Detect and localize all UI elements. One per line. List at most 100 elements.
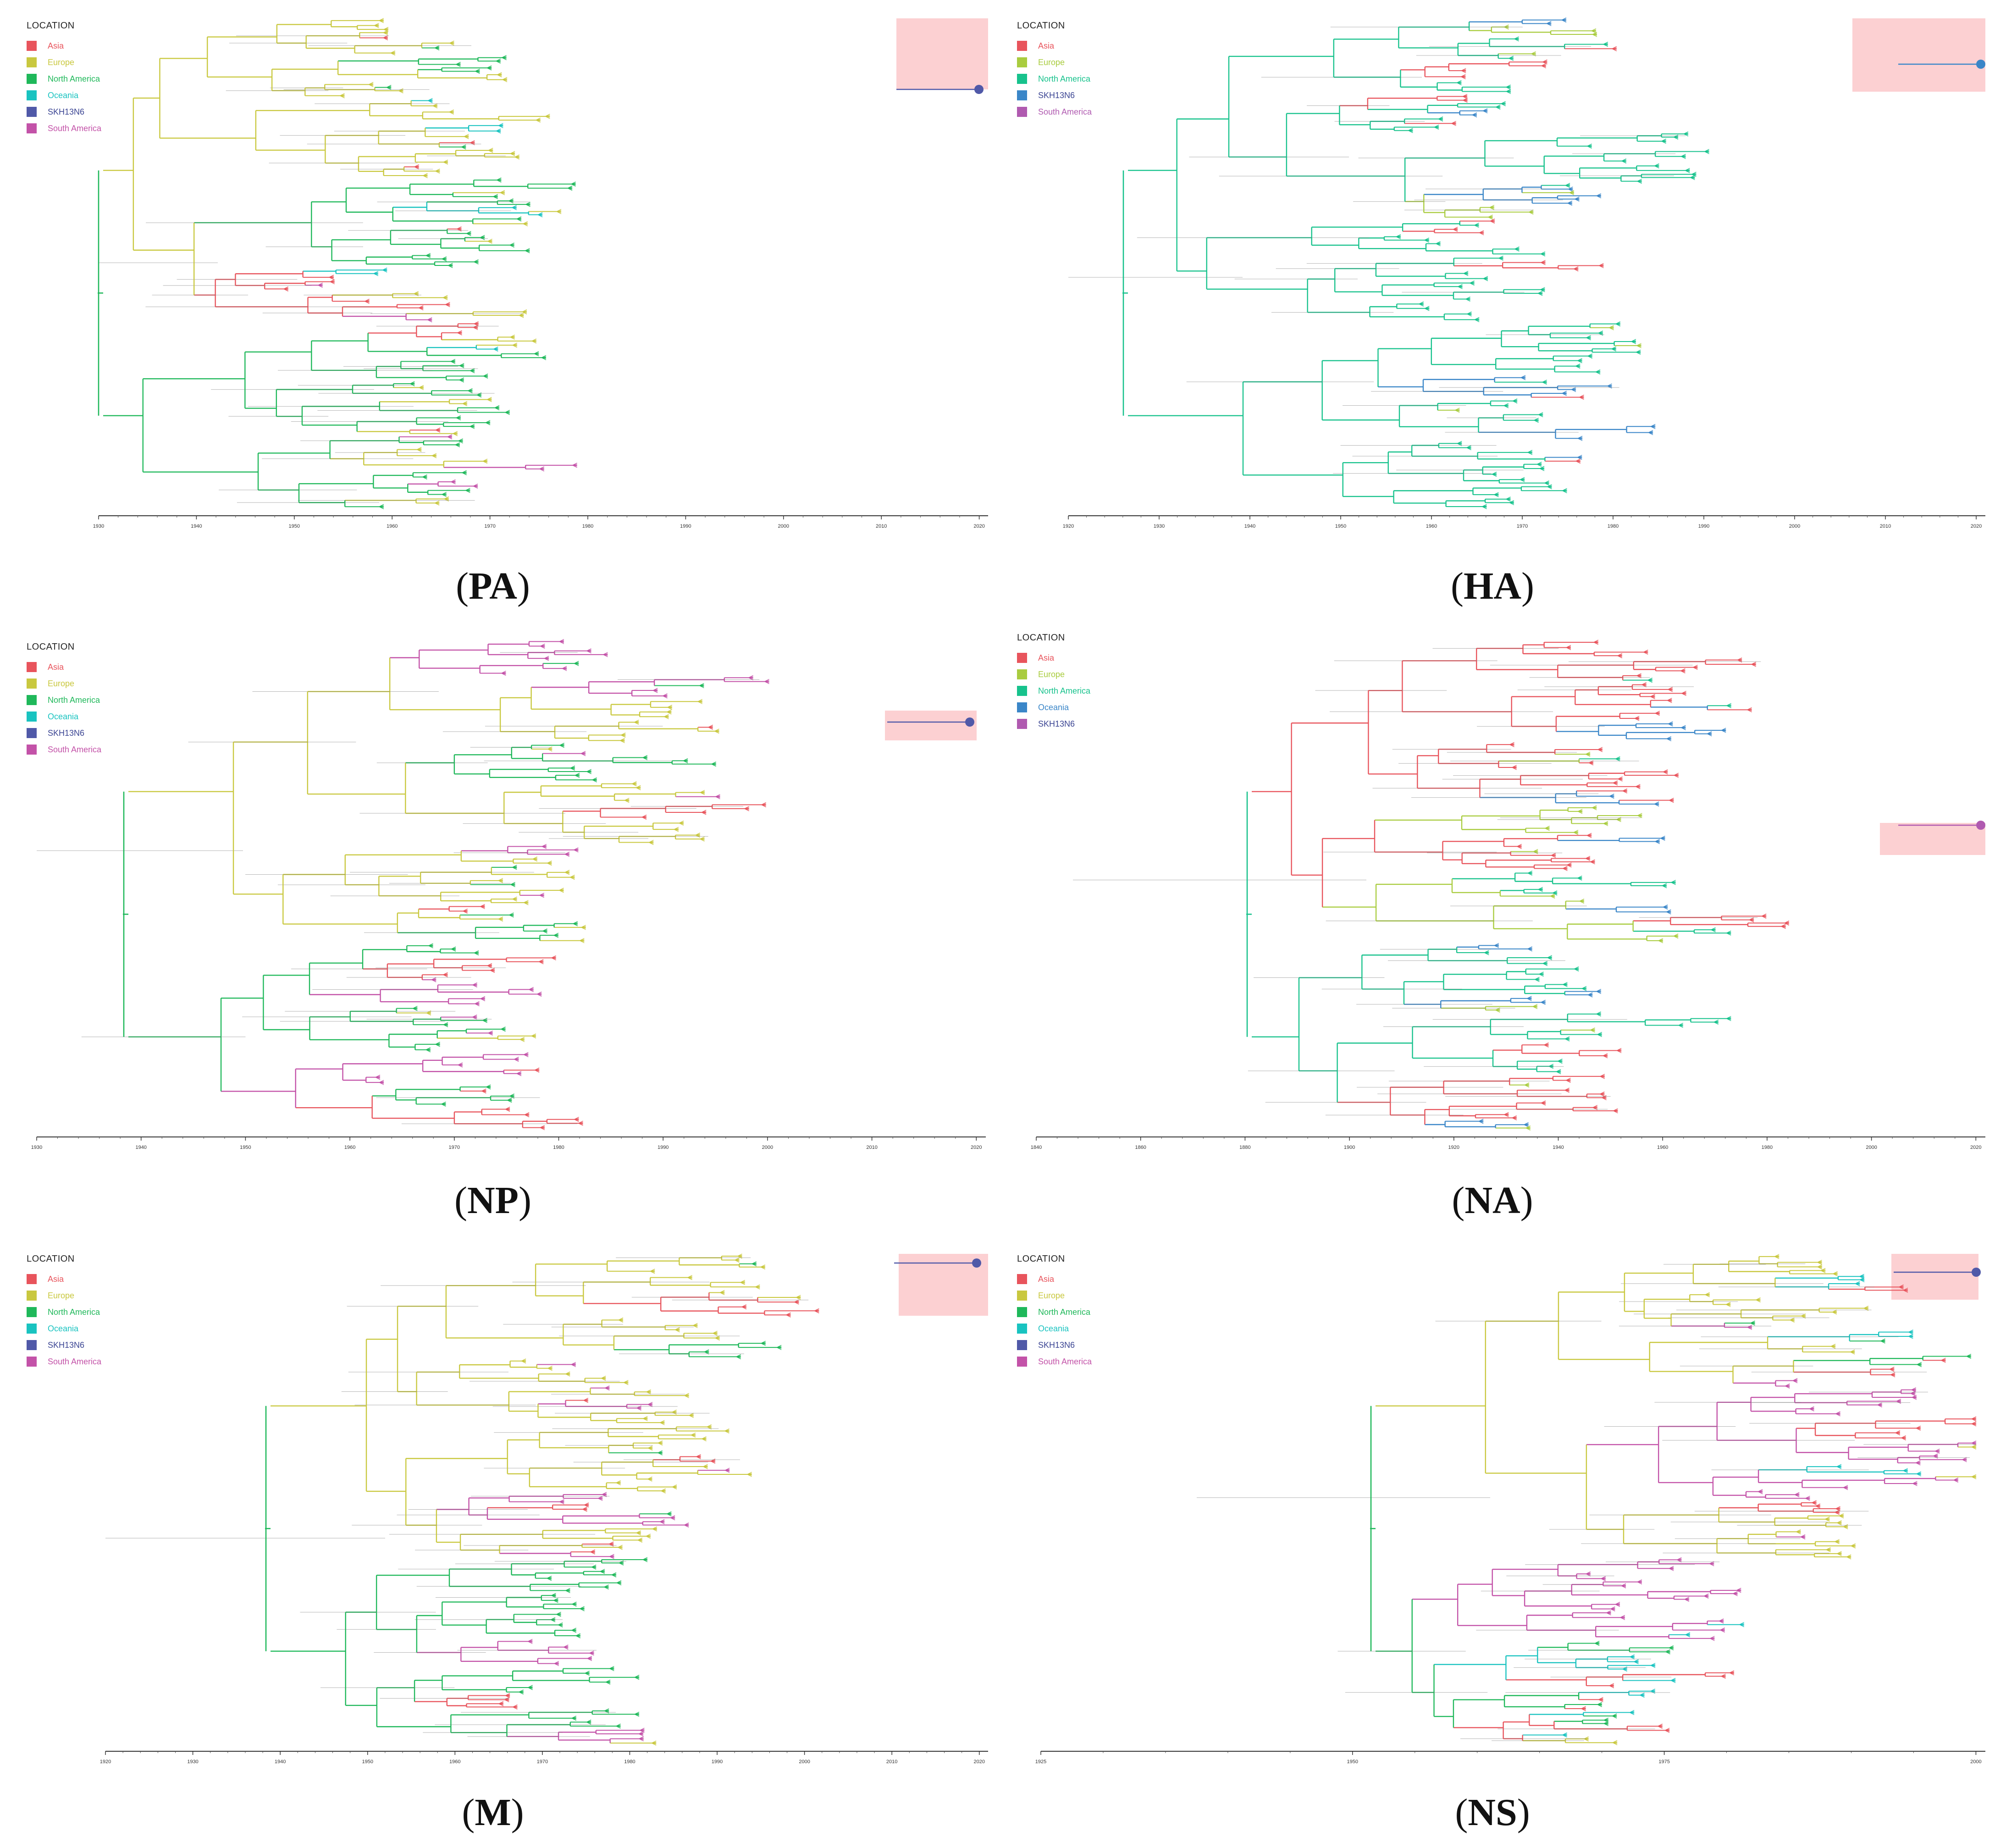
tree-branch: [574, 1119, 579, 1122]
tree-branch: [1598, 333, 1603, 336]
legend-label: Europe: [48, 57, 75, 67]
tree-branch: [647, 1448, 653, 1451]
legend-label: Europe: [1038, 669, 1065, 679]
tree-branch: [444, 498, 449, 502]
tree-branch: [512, 207, 517, 210]
tree-branch: [1558, 1061, 1563, 1064]
tree-branch: [451, 481, 456, 485]
tree-branch: [1637, 815, 1642, 818]
tree-branch: [487, 241, 492, 244]
axis-tick-label: 1980: [582, 524, 593, 529]
legend-label: South America: [1038, 107, 1092, 116]
tree-branch: [379, 506, 384, 509]
tree-branch: [589, 1653, 594, 1656]
tree-branch: [1472, 115, 1477, 118]
tree-branch: [571, 183, 576, 187]
legend-item: Asia: [27, 659, 101, 675]
tree-branch: [691, 1434, 696, 1438]
tree-branch: [538, 961, 544, 965]
axis-tick-label: 1920: [100, 1759, 111, 1765]
legend-item: Europe: [27, 54, 101, 71]
tree-branch: [390, 53, 396, 56]
tree-branch: [516, 1073, 522, 1076]
tree-branch: [514, 156, 520, 160]
tree-branch: [1683, 133, 1689, 137]
tree-branch: [565, 1374, 570, 1377]
tree-branch: [1566, 647, 1571, 651]
tree-branch: [571, 1630, 577, 1633]
tree-branch: [1563, 868, 1568, 871]
tree-branch: [1631, 341, 1636, 344]
panel-ha: 1920 1930 1940 1950 1960 1970 1980 1990 2000 2010…: [1009, 9, 1990, 532]
tree-branch: [545, 116, 550, 119]
tree-branch: [398, 90, 403, 94]
tree-branch: [1603, 44, 1608, 47]
tree-branch: [1590, 861, 1595, 865]
tree-branch: [414, 166, 419, 170]
tree-branch: [1747, 709, 1752, 712]
legend-swatch: [1017, 90, 1027, 100]
tree-branch: [1662, 885, 1667, 888]
tree-branches: [1068, 17, 1709, 509]
tree-branch: [1592, 807, 1597, 811]
tree-branch: [735, 1260, 740, 1263]
tree-branch: [443, 1024, 448, 1027]
tree-branch: [579, 940, 585, 943]
tree-branch: [794, 1302, 799, 1305]
legend-label: North America: [48, 695, 100, 705]
tree-branch: [1609, 796, 1614, 799]
tree-branch: [1461, 70, 1466, 73]
tree-branch: [493, 196, 498, 199]
tree-branch: [1681, 693, 1686, 696]
tree-branch: [431, 455, 437, 458]
tree-branch: [675, 1329, 680, 1333]
legend-item: Asia: [27, 38, 101, 54]
tree-branch: [534, 1070, 540, 1073]
tree-branch: [496, 61, 501, 64]
tree-branch: [1509, 58, 1514, 61]
tree-branch: [1529, 212, 1534, 215]
tree-branch: [1678, 1025, 1683, 1028]
tree-branch: [661, 1490, 666, 1494]
tree-branch: [1577, 877, 1582, 881]
tree-branch: [463, 910, 468, 914]
tree-branch: [1650, 696, 1655, 699]
tree-branch: [329, 277, 334, 280]
tree-branch: [428, 945, 433, 949]
axis-tick-label: 1970: [484, 524, 495, 529]
tree-branch: [636, 787, 641, 790]
tree-branch: [445, 304, 450, 307]
tree-branch: [1707, 734, 1712, 737]
tree-branch: [521, 1361, 526, 1364]
tree-branch: [1784, 922, 1790, 926]
tree-branch: [1532, 1006, 1538, 1010]
tree-branch: [542, 846, 547, 849]
tree-branch: [1637, 181, 1642, 184]
tree-branch: [470, 426, 475, 429]
tree-branch: [466, 233, 471, 236]
tree-branch: [719, 1292, 725, 1296]
tree-branch: [659, 1521, 665, 1524]
axis-tick-label: 1980: [553, 1145, 564, 1150]
tree-branch: [1660, 838, 1665, 841]
tree-branch: [514, 1059, 519, 1062]
tree-branch: [1539, 468, 1545, 471]
tree-branch: [1504, 1114, 1509, 1117]
tree-branch: [1711, 929, 1716, 932]
tree-branch: [474, 953, 479, 956]
tree-branch: [670, 1517, 675, 1521]
tree-branch: [547, 1368, 553, 1371]
tree-branch: [458, 1065, 463, 1068]
tree-branch: [547, 749, 553, 752]
legend-ha: LOCATION Asia Europe North America SKH13N6 S…: [1017, 21, 1092, 120]
tree-branch: [1749, 919, 1754, 922]
tree-branch: [1482, 506, 1487, 509]
legend-label: Oceania: [48, 712, 79, 721]
tree-branch: [1590, 1030, 1595, 1033]
tree-branch: [776, 1347, 782, 1350]
tree-branch: [449, 111, 454, 115]
tree-branch: [1467, 314, 1472, 317]
tree-branch: [1636, 345, 1641, 348]
tree-branch: [456, 417, 461, 420]
tree-branch: [580, 753, 586, 756]
